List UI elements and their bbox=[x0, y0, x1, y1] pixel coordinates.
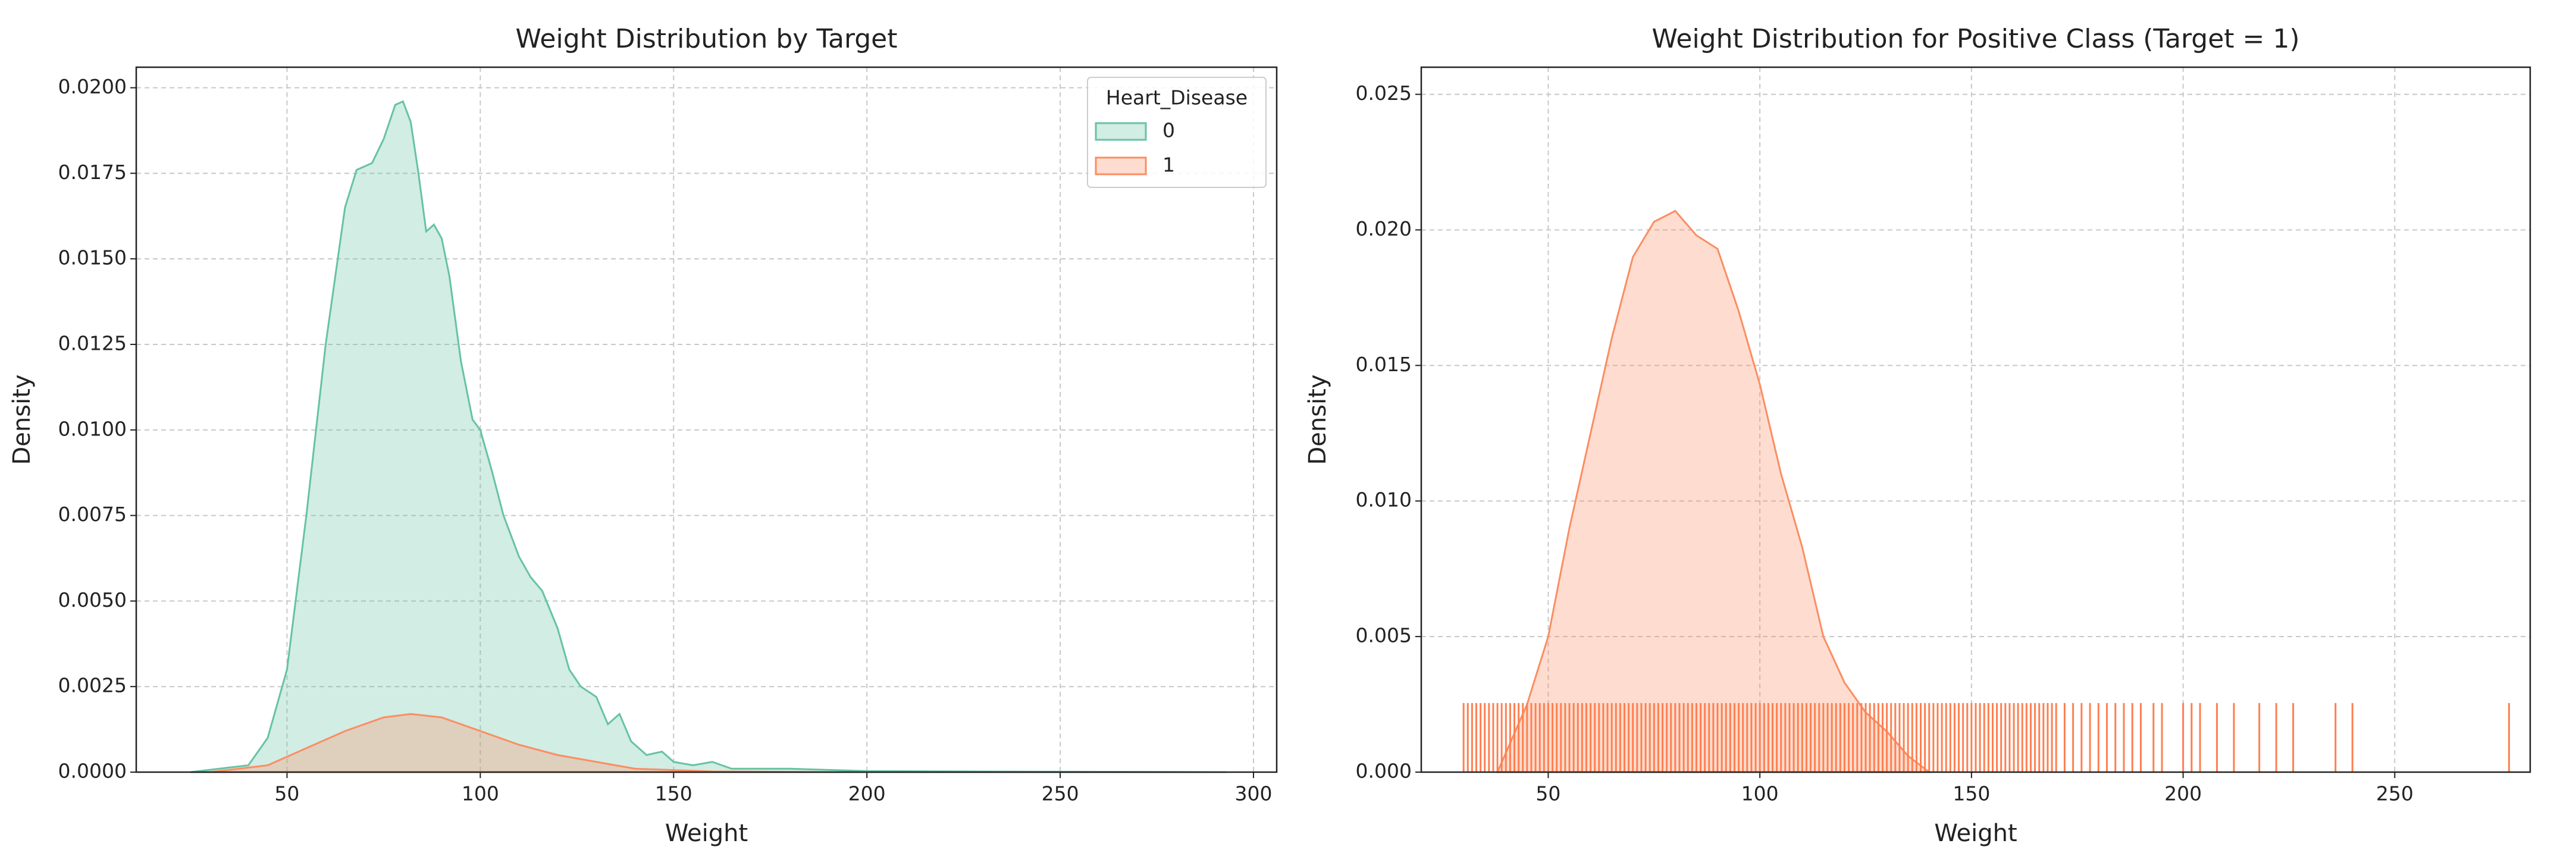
chart-title: Weight Distribution for Positive Class (… bbox=[1651, 24, 2299, 54]
x-tick-label: 50 bbox=[274, 782, 299, 805]
density-area bbox=[190, 100, 1227, 773]
axes-frame bbox=[1420, 66, 2531, 773]
y-tick-label: 0.005 bbox=[1356, 624, 1412, 647]
x-tick-label: 200 bbox=[2164, 782, 2202, 805]
x-axis-label: Weight bbox=[1934, 820, 2017, 847]
y-tick-label: 0.000 bbox=[1356, 760, 1412, 783]
y-tick-label: 0.0075 bbox=[58, 503, 127, 526]
legend-label: 1 bbox=[1162, 153, 1175, 177]
y-axis-label: Density bbox=[1304, 374, 1331, 465]
y-tick-label: 0.0175 bbox=[58, 161, 127, 184]
y-tick-label: 0.0100 bbox=[58, 417, 127, 440]
y-tick-label: 0.010 bbox=[1356, 488, 1412, 512]
x-tick-label: 200 bbox=[848, 782, 886, 805]
x-tick-label: 150 bbox=[1953, 782, 1990, 805]
chart-title: Weight Distribution by Target bbox=[515, 24, 897, 54]
y-axis-label: Density bbox=[8, 374, 36, 465]
legend-box bbox=[1087, 77, 1267, 188]
x-axis-label: Weight bbox=[665, 820, 748, 847]
x-tick-label: 150 bbox=[655, 782, 692, 805]
x-tick-label: 250 bbox=[2376, 782, 2414, 805]
legend-swatch bbox=[1095, 156, 1147, 175]
y-tick-label: 0.0150 bbox=[58, 246, 127, 269]
chart-panel: 50 100 150 200 250 300 0.0000 0.0025 0.0050 0.007… bbox=[8, 24, 1278, 847]
y-tick-label: 0.015 bbox=[1356, 353, 1412, 376]
y-tick-label: 0.025 bbox=[1356, 81, 1412, 105]
x-tick-label: 250 bbox=[1042, 782, 1079, 805]
y-tick-label: 0.0025 bbox=[58, 674, 127, 697]
y-tick-label: 0.020 bbox=[1356, 217, 1412, 240]
density-area bbox=[1496, 209, 1932, 773]
x-tick-label: 100 bbox=[462, 782, 499, 805]
x-tick-label: 50 bbox=[1535, 782, 1560, 805]
y-tick-label: 0.0000 bbox=[58, 760, 127, 783]
legend-swatch bbox=[1095, 122, 1147, 141]
legend-label: 0 bbox=[1162, 119, 1175, 142]
legend: Heart_Disease 0 1 bbox=[1087, 77, 1267, 188]
axes-frame bbox=[135, 66, 1278, 773]
y-tick-label: 0.0200 bbox=[58, 75, 127, 98]
density-area bbox=[209, 713, 829, 773]
y-tick-label: 0.0050 bbox=[58, 588, 127, 612]
legend-title: Heart_Disease bbox=[1106, 86, 1248, 109]
y-tick-label: 0.0125 bbox=[58, 331, 127, 355]
x-tick-label: 100 bbox=[1741, 782, 1779, 805]
x-tick-label: 300 bbox=[1235, 782, 1273, 805]
chart-panel: 50 100 150 200 250 0.000 0.005 0.010 0.015 0.020 0… bbox=[1304, 24, 2531, 847]
